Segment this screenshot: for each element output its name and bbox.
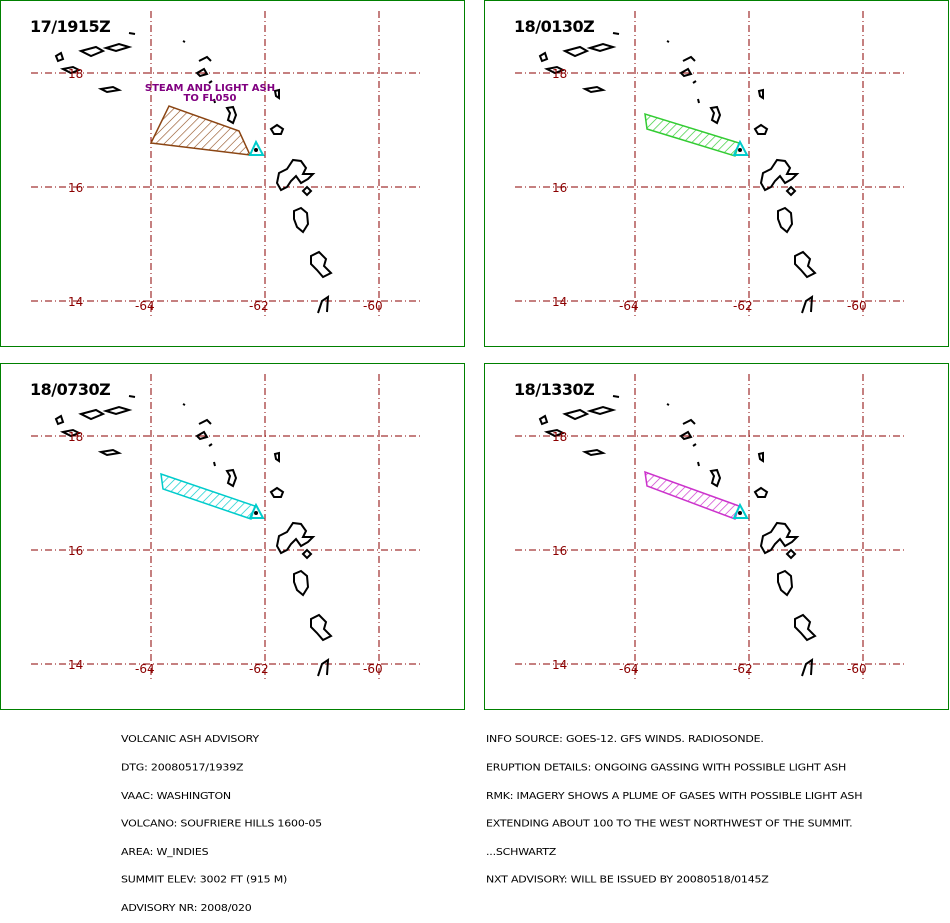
- panel-time-label: 17/1915Z: [30, 17, 111, 36]
- panel-time-label: 18/0730Z: [30, 380, 111, 399]
- advisory-dtg: DTG: 20080517/1939Z: [121, 761, 244, 774]
- plume-annotation: STEAM AND LIGHT ASH TO FL050: [135, 84, 285, 104]
- lat-label-18: 18: [68, 430, 84, 444]
- lon-label-62: -62: [733, 662, 753, 676]
- lon-label-64: -64: [135, 662, 155, 676]
- ash-plume-polygon: [149, 105, 252, 156]
- lat-label-18: 18: [68, 67, 84, 81]
- lon-label-62: -62: [733, 299, 753, 313]
- lon-label-64: -64: [619, 299, 639, 313]
- lat-label-16: 16: [552, 181, 568, 195]
- map-panel-3: 18/0730Z 18 16 14 -64 -62 -60: [0, 363, 465, 710]
- map-panel-1: 17/1915Z STEAM AND LIGHT ASH TO FL050 18…: [0, 0, 465, 347]
- lat-label-18: 18: [552, 67, 568, 81]
- advisory-info-source: INFO SOURCE: GOES-12. GFS WINDS. RADIOSO…: [486, 732, 764, 745]
- advisory-number: ADVISORY NR: 2008/020: [121, 901, 252, 914]
- advisory-eruption-details: ERUPTION DETAILS: ONGOING GASSING WITH P…: [486, 761, 847, 774]
- map-panel-4: 18/1330Z 18 16 14 -64 -62 -60: [484, 363, 949, 710]
- panel-time-label: 18/1330Z: [514, 380, 595, 399]
- lat-label-14: 14: [552, 658, 568, 672]
- advisory-details-block: INFO SOURCE: GOES-12. GFS WINDS. RADIOSO…: [486, 716, 862, 894]
- lat-label-14: 14: [68, 658, 84, 672]
- panel-time-label: 18/0130Z: [514, 17, 595, 36]
- lon-label-64: -64: [619, 662, 639, 676]
- lat-label-14: 14: [552, 295, 568, 309]
- advisory-title: VOLCANIC ASH ADVISORY: [121, 732, 259, 745]
- advisory-next: NXT ADVISORY: WILL BE ISSUED BY 20080518…: [486, 873, 769, 886]
- advisory-area: AREA: W_INDIES: [121, 845, 209, 858]
- advisory-vaac: VAAC: WASHINGTON: [121, 789, 231, 802]
- lon-label-60: -60: [363, 662, 383, 676]
- lat-label-18: 18: [552, 430, 568, 444]
- lat-label-14: 14: [68, 295, 84, 309]
- advisory-header-block: VOLCANIC ASH ADVISORY DTG: 20080517/1939…: [121, 716, 322, 923]
- advisory-summit-elev: SUMMIT ELEV: 3002 FT (915 M): [121, 873, 288, 886]
- lon-label-64: -64: [135, 299, 155, 313]
- map-panel-2: 18/0130Z 18 16 14 -64 -62 -60: [484, 0, 949, 347]
- advisory-remarks-2: EXTENDING ABOUT 100 TO THE WEST NORTHWES…: [486, 817, 853, 830]
- lat-label-16: 16: [552, 544, 568, 558]
- map-canvas-1: [30, 10, 422, 319]
- map-canvas-3: [30, 373, 422, 682]
- advisory-volcano: VOLCANO: SOUFRIERE HILLS 1600-05: [121, 817, 322, 830]
- map-canvas-4: [514, 373, 906, 682]
- ash-plume-polygon: [160, 472, 256, 520]
- lat-label-16: 16: [68, 181, 84, 195]
- lon-label-60: -60: [363, 299, 383, 313]
- lon-label-62: -62: [249, 299, 269, 313]
- map-canvas-2: [514, 10, 906, 319]
- advisory-author: ...SCHWARTZ: [486, 845, 557, 858]
- lon-label-62: -62: [249, 662, 269, 676]
- lon-label-60: -60: [847, 662, 867, 676]
- plume-annotation-line2: TO FL050: [183, 93, 237, 104]
- advisory-remarks-1: RMK: IMAGERY SHOWS A PLUME OF GASES WITH…: [486, 789, 863, 802]
- plume-annotation-line1: STEAM AND LIGHT ASH: [144, 83, 276, 94]
- ash-plume-polygon: [644, 112, 740, 157]
- lat-label-16: 16: [68, 544, 84, 558]
- lon-label-60: -60: [847, 299, 867, 313]
- ash-plume-polygon: [644, 470, 740, 520]
